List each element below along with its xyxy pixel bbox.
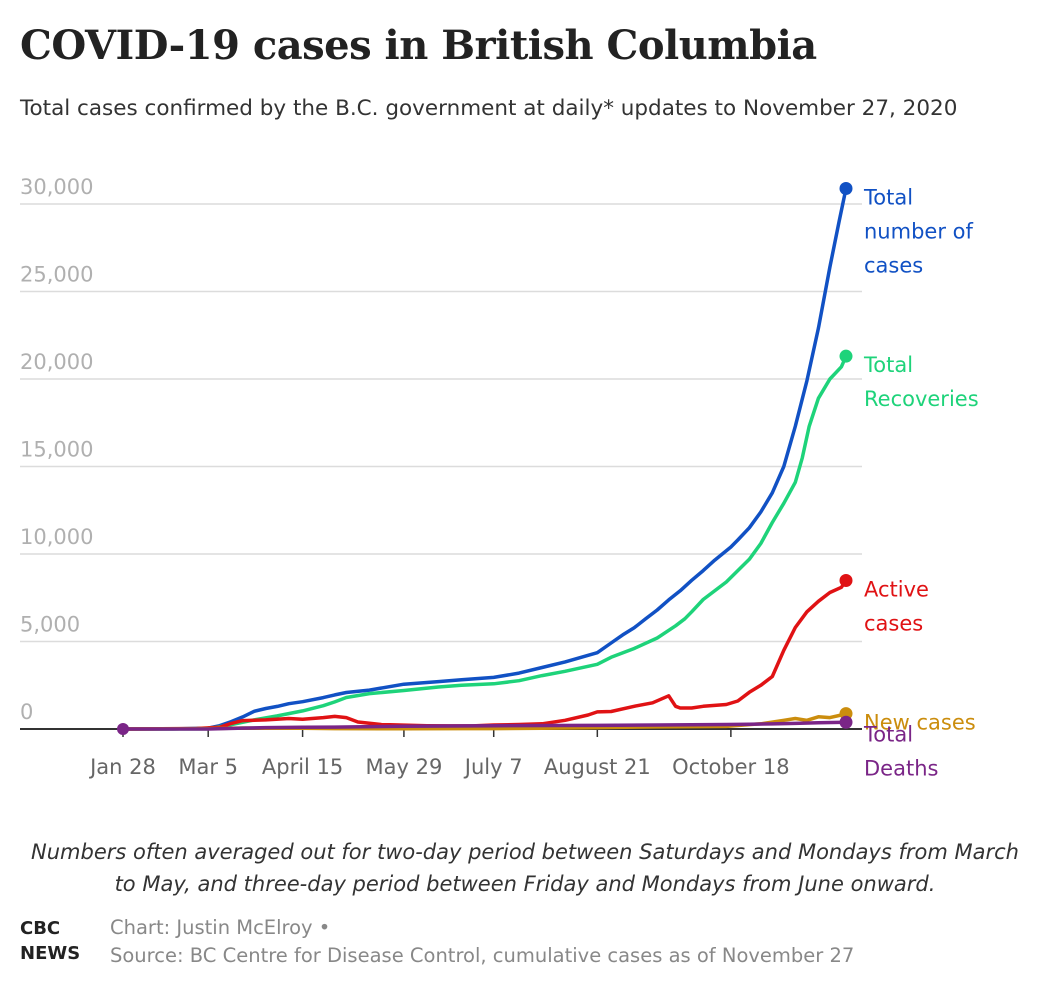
- y-tick-label: 5,000: [20, 613, 80, 637]
- cbc-news-logo: CBC NEWS: [20, 916, 80, 966]
- footnote: Numbers often averaged out for two-day p…: [31, 840, 1019, 896]
- x-tick-label: Jan 28: [88, 755, 156, 779]
- y-tick-label: 30,000: [20, 175, 93, 199]
- series-label-active-cases: Active cases: [864, 578, 929, 636]
- series-line-total-number-of-cases: [121, 186, 848, 731]
- series-line-active-cases: [121, 578, 848, 731]
- start-point: [117, 723, 129, 735]
- series-label-line: Deaths: [864, 757, 938, 781]
- author-credit: Chart: Justin McElroy •: [110, 916, 331, 939]
- end-point-total-number-of-cases: [839, 182, 853, 196]
- end-point-total-deaths: [839, 715, 853, 729]
- logo-line-2: NEWS: [20, 943, 81, 964]
- series-line-total-deaths: [121, 720, 848, 731]
- series-label-line: number of: [864, 220, 973, 244]
- series-label-line: cases: [864, 254, 923, 278]
- source-credit: Source: BC Centre for Disease Control, c…: [110, 944, 855, 967]
- series-label-total-number-of-cases: Total number of cases: [863, 186, 973, 278]
- x-tick-label: April 15: [262, 755, 343, 779]
- y-tick-label: 25,000: [20, 263, 93, 287]
- end-point-total-recoveries: [839, 349, 853, 363]
- y-tick-label: 20,000: [20, 350, 93, 374]
- chart-subtitle: Total cases confirmed by the B.C. govern…: [20, 96, 958, 121]
- y-tick-label: 15,000: [20, 438, 93, 462]
- series-label-line: cases: [864, 612, 923, 636]
- line-chart: 0 5,000 10,000 15,000 20,000 25,000 30,000 Jan…: [20, 175, 979, 781]
- series-label-line: New cases: [864, 711, 976, 735]
- series-label-line: Total: [863, 353, 913, 377]
- series-label-total-recoveries: Total Recoveries: [863, 353, 979, 411]
- y-tick-label: 0: [20, 700, 33, 724]
- x-tick-label: Mar 5: [178, 755, 238, 779]
- x-tick-label: July 7: [463, 755, 523, 779]
- y-axis-ticks: 0 5,000 10,000 15,000 20,000 25,000 30,000: [20, 175, 93, 724]
- credits: Chart: Justin McElroy • Source: BC Centr…: [110, 914, 854, 970]
- x-axis-ticks: Jan 28 Mar 5 April 15 May 29 July 7 August 21…: [88, 729, 790, 779]
- gridlines: [20, 203, 862, 730]
- y-tick-label: 10,000: [20, 525, 93, 549]
- series-lines: [117, 182, 853, 735]
- x-tick-label: October 18: [672, 755, 789, 779]
- series-label-line: Recoveries: [864, 387, 979, 411]
- series-label-line: Active: [864, 578, 929, 602]
- series-label-line: Total: [863, 723, 913, 747]
- logo-line-1: CBC: [20, 918, 61, 939]
- x-tick-label: August 21: [544, 755, 651, 779]
- x-tick-label: May 29: [366, 755, 443, 779]
- series-label-new-cases: New cases: [864, 711, 976, 735]
- series-labels: Total number of cases Total Recoveries Active…: [863, 186, 979, 781]
- series-label-line: Total: [863, 186, 913, 210]
- end-point-active-cases: [839, 574, 853, 588]
- series-line-total-recoveries: [121, 354, 848, 731]
- chart-title: COVID-19 cases in British Columbia: [20, 22, 817, 69]
- series-label-total-deaths: Total Deaths: [863, 723, 938, 781]
